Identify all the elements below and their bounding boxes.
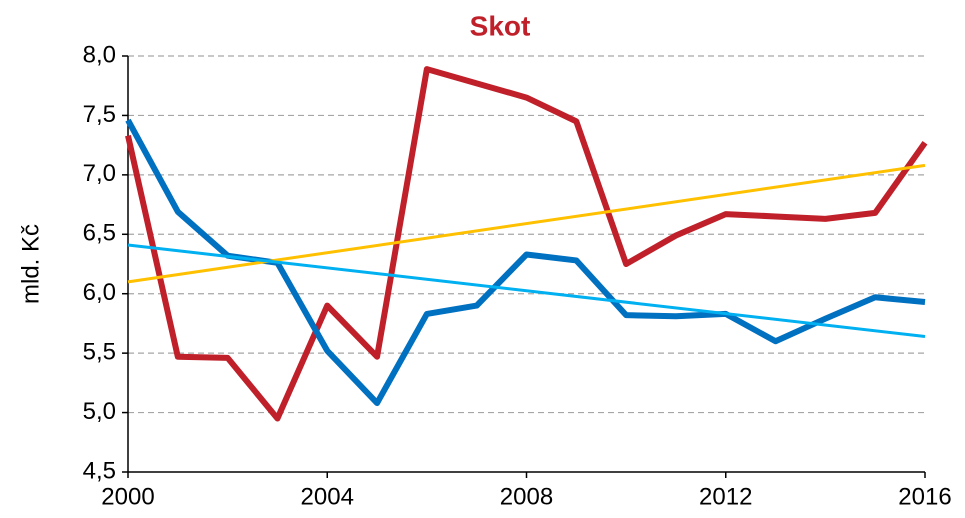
x-tick-label: 2012: [699, 483, 752, 510]
y-tick-label: 7,5: [83, 101, 116, 128]
y-tick-label: 7,0: [83, 160, 116, 187]
y-tick-label: 5,0: [83, 398, 116, 425]
y-tick-label: 5,5: [83, 338, 116, 365]
y-tick-label: 4,5: [83, 457, 116, 484]
data-line: [125, 66, 928, 422]
x-tick-label: 2008: [500, 483, 553, 510]
y-tick-label: 6,5: [83, 220, 116, 247]
y-tick-label: 6,0: [83, 279, 116, 306]
y-axis-label: mld. Kč: [17, 224, 44, 304]
y-tick-label: 8,0: [83, 41, 116, 68]
x-tick-label: 2016: [898, 483, 951, 510]
trend-line: [127, 163, 926, 284]
trend-line: [127, 243, 926, 338]
x-tick-label: 2000: [101, 483, 154, 510]
chart-title: Skot: [470, 10, 531, 41]
x-tick-label: 2004: [301, 483, 354, 510]
data-line: [125, 118, 926, 407]
